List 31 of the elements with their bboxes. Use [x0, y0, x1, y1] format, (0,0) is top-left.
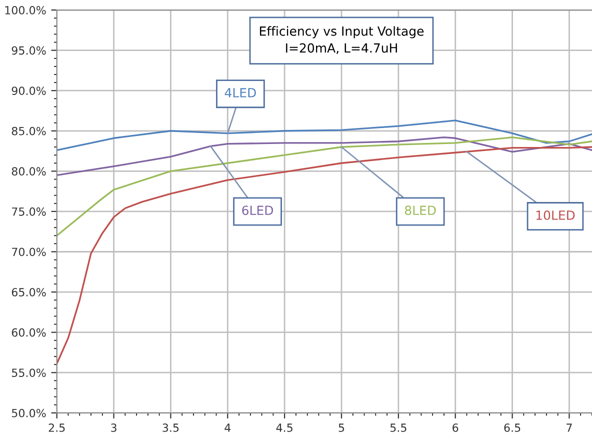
x-tick-label: 7 [566, 424, 572, 432]
text: Efficiency vs Input Voltage [260, 26, 424, 38]
line-series [56, 136, 592, 176]
y-tick-label: 85.0% [12, 126, 46, 136]
y-tick-label: 65.0% [12, 288, 46, 296]
x-tick-label: 3 [111, 424, 116, 432]
y-tick-label: 90.0% [12, 86, 46, 95]
text: 4LED [224, 88, 256, 98]
x-tick-label: 4 [224, 424, 231, 432]
x-tick-label: 2.5 [48, 424, 65, 432]
x-tick-label: 5.5 [390, 424, 406, 432]
x-tick-label: 3.5 [162, 424, 179, 432]
y-tick-label: 100.0% [5, 6, 46, 14]
x-tick-label: 4.5 [276, 424, 292, 432]
y-tick-label: 95.0% [12, 46, 46, 55]
text: I=20mA, L=4.7uH [286, 43, 397, 54]
line-series [56, 136, 592, 236]
x-tick-label: 5 [338, 424, 344, 432]
text: 6LED [242, 206, 273, 216]
x-tick-label: 6.5 [504, 424, 520, 432]
y-tick-label: 60.0% [12, 328, 46, 337]
text: 8LED [404, 206, 436, 216]
y-tick-label: 80.0% [12, 167, 46, 176]
y-tick-label: 50.0% [12, 408, 46, 418]
y-tick-label: 75.0% [12, 207, 46, 216]
y-tick-label: 70.0% [12, 248, 46, 256]
line-series [56, 120, 592, 152]
x-tick-label: 6 [452, 424, 458, 432]
line-series [56, 146, 592, 365]
y-tick-label: 55.0% [12, 368, 46, 377]
text: 10LED [536, 210, 575, 220]
